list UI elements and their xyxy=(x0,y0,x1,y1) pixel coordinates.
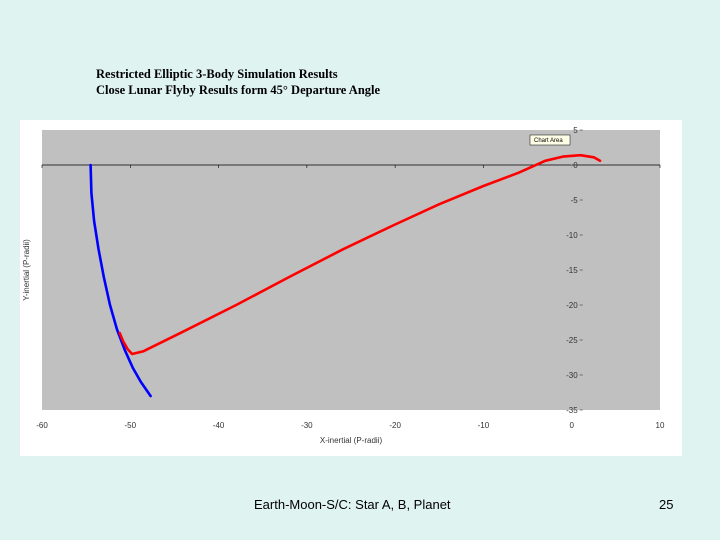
chart-area-tooltip: Chart Area xyxy=(529,134,571,146)
x-tick-label: -20 xyxy=(389,421,401,430)
y-tick-label: -30 xyxy=(566,371,578,380)
x-tick-label: -50 xyxy=(125,421,137,430)
y-axis-title: Y-inertial (P-radii) xyxy=(22,239,31,301)
x-tick-label: -60 xyxy=(36,421,48,430)
series-line-1 xyxy=(89,163,152,398)
trajectory-chart: 5 0 -5 -10 -15 -20 -25 -30 -35 -60 -50 -40 -30 -20 -1… xyxy=(22,126,665,445)
chart-title-block: Restricted Elliptic 3-Body Simulation Re… xyxy=(96,66,380,98)
slide-footer: Earth-Moon-S/C: Star A, B, Planet xyxy=(254,497,451,512)
x-axis: -60 -50 -40 -30 -20 -10 0 10 xyxy=(36,421,665,430)
x-tick-label: -40 xyxy=(213,421,225,430)
y-tick-label: 0 xyxy=(573,161,578,170)
series-line-2 xyxy=(118,153,602,356)
x-tick-label: 0 xyxy=(569,421,574,430)
chart-frame: 5 0 -5 -10 -15 -20 -25 -30 -35 -60 -50 -40 -30 -20 -1… xyxy=(20,120,682,456)
chart-title: Restricted Elliptic 3-Body Simulation Re… xyxy=(96,67,338,81)
x-tick-label: 10 xyxy=(656,421,665,430)
x-tick-label: -30 xyxy=(301,421,313,430)
y-tick-label: -35 xyxy=(566,406,578,415)
x-tick-label: -10 xyxy=(478,421,490,430)
plot-area xyxy=(42,130,660,410)
y-tick-label: -20 xyxy=(566,301,578,310)
chart-area-tooltip-text: Chart Area xyxy=(534,138,563,144)
page-number: 25 xyxy=(659,497,674,512)
y-tick-label: -10 xyxy=(566,231,578,240)
series-group xyxy=(89,153,602,398)
chart-subtitle: Close Lunar Flyby Results form 45° Depar… xyxy=(96,83,381,97)
y-axis: 5 0 -5 -10 -15 -20 -25 -30 -35 xyxy=(566,126,583,415)
y-tick-label: -25 xyxy=(566,336,578,345)
y-tick-label: -15 xyxy=(566,266,578,275)
x-axis-title: X-inertial (P-radii) xyxy=(320,436,383,445)
y-tick-label: -5 xyxy=(571,196,579,205)
y-tick-label: 5 xyxy=(573,126,578,135)
